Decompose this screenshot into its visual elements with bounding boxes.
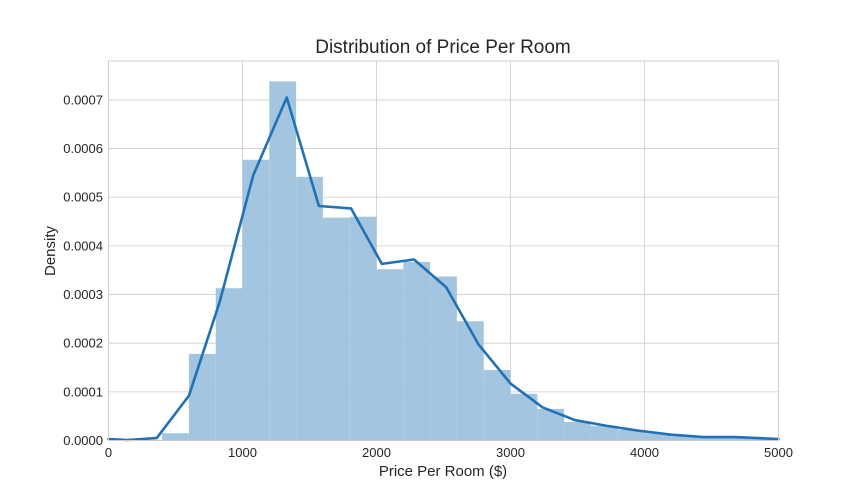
histogram-bar bbox=[671, 435, 699, 441]
histogram-bar bbox=[188, 353, 216, 441]
histogram-bar bbox=[376, 269, 404, 441]
y-tick-label: 0.0004 bbox=[63, 238, 103, 253]
y-tick-label: 0.0002 bbox=[63, 336, 103, 351]
histogram-bar bbox=[403, 261, 431, 441]
x-tick-label: 2000 bbox=[362, 445, 391, 460]
y-tick-label: 0.0003 bbox=[63, 287, 103, 302]
histogram-bar bbox=[724, 437, 752, 441]
x-tick-label: 1000 bbox=[228, 445, 257, 460]
x-tick-label: 4000 bbox=[630, 445, 659, 460]
y-tick-label: 0.0005 bbox=[63, 190, 103, 205]
histogram-bar bbox=[269, 81, 297, 441]
histogram-bar bbox=[242, 159, 270, 441]
y-tick-label: 0.0000 bbox=[63, 433, 103, 448]
histogram-bars bbox=[162, 81, 779, 441]
histogram-bar bbox=[322, 217, 350, 441]
y-tick-label: 0.0006 bbox=[63, 141, 103, 156]
histogram-bar bbox=[698, 437, 725, 441]
x-tick-label: 3000 bbox=[496, 445, 525, 460]
histogram-bar bbox=[162, 433, 189, 441]
x-axis-label: Price Per Room ($) bbox=[379, 463, 507, 480]
y-tick-labels: 0.0000 0.0001 0.0002 0.0003 0.0004 0.0005 0.00… bbox=[63, 92, 103, 448]
histogram-bar bbox=[296, 176, 323, 441]
histogram-bar bbox=[644, 433, 672, 441]
histogram-bar bbox=[590, 425, 618, 441]
y-tick-label: 0.0001 bbox=[63, 384, 103, 399]
kde-line bbox=[107, 96, 780, 442]
histogram-bar bbox=[349, 216, 377, 441]
x-tick-labels: 0 1000 2000 3000 4000 5000 bbox=[105, 445, 793, 460]
x-tick-label: 0 bbox=[105, 445, 112, 460]
histogram-bar bbox=[456, 321, 484, 441]
histogram-bar bbox=[430, 276, 457, 441]
x-tick-label: 5000 bbox=[764, 445, 793, 460]
y-axis-label: Density bbox=[42, 225, 59, 276]
histogram-bar bbox=[751, 439, 779, 441]
kde-curve bbox=[107, 96, 780, 442]
histogram-bar bbox=[564, 422, 591, 441]
plot-frame bbox=[108, 60, 779, 441]
histogram-bar bbox=[483, 369, 511, 441]
y-tick-label: 0.0007 bbox=[63, 92, 103, 107]
chart-title: Distribution of Price Per Room bbox=[315, 37, 571, 58]
histogram-bar bbox=[215, 288, 243, 441]
histogram-bar bbox=[617, 429, 645, 441]
